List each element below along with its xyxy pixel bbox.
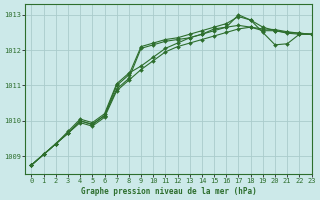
X-axis label: Graphe pression niveau de la mer (hPa): Graphe pression niveau de la mer (hPa): [81, 187, 256, 196]
